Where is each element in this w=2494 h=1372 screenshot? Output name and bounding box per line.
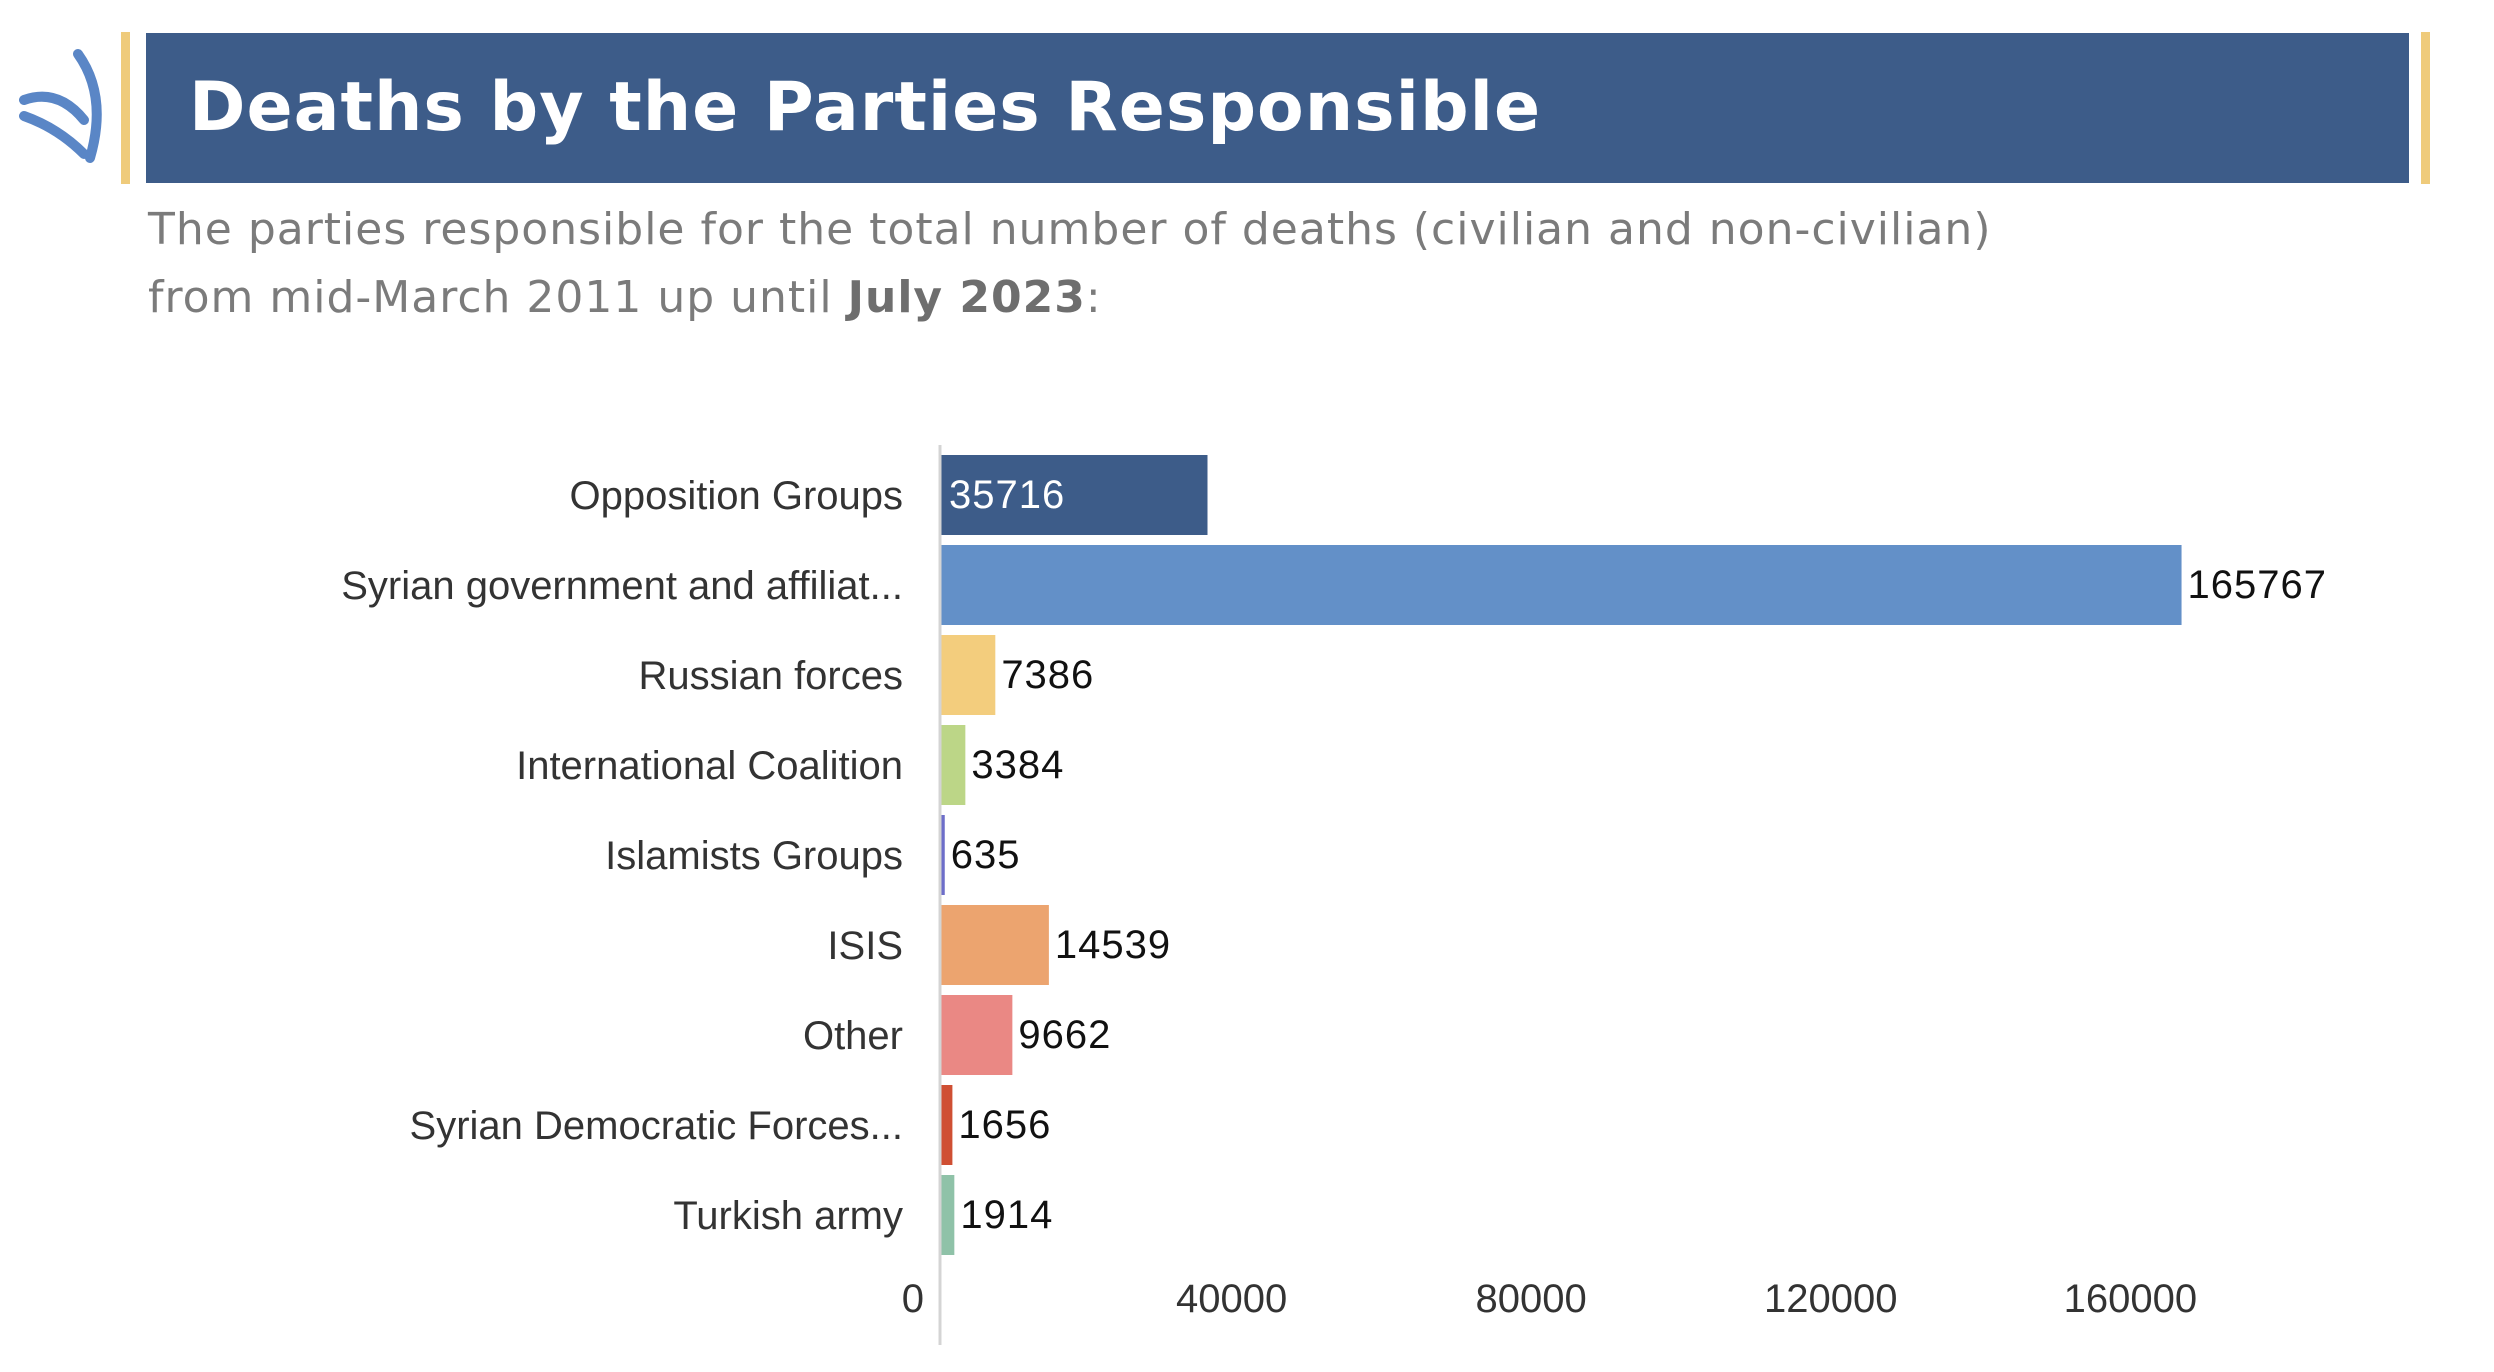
value-label-3: 7386 bbox=[1001, 653, 1094, 697]
bar-7 bbox=[940, 995, 1013, 1075]
category-label-9: Turkish army bbox=[673, 1194, 903, 1238]
category-label-7: Other bbox=[803, 1014, 903, 1058]
bar-1 bbox=[940, 455, 1208, 535]
category-label-4: International Coalition bbox=[516, 744, 903, 788]
category-label-1: Opposition Groups bbox=[569, 474, 903, 518]
category-label-5: Islamists Groups bbox=[605, 834, 903, 878]
accent-bar-left bbox=[121, 32, 130, 184]
bar-9 bbox=[940, 1175, 955, 1255]
x-tick-label-1: 0 bbox=[902, 1277, 924, 1321]
subtitle-line-2-prefix: from mid-March 2011 up until bbox=[148, 272, 848, 323]
accent-bar-right bbox=[2421, 32, 2430, 184]
category-label-2: Syrian government and affiliat... bbox=[341, 564, 903, 608]
bar-3 bbox=[940, 635, 996, 715]
subtitle-line-1: The parties responsible for the total nu… bbox=[148, 204, 1992, 255]
x-tick-label-2: 40000 bbox=[1176, 1277, 1287, 1321]
x-tick-label-3: 80000 bbox=[1476, 1277, 1587, 1321]
bar-6 bbox=[940, 905, 1049, 985]
value-label-5: 635 bbox=[951, 833, 1021, 877]
category-label-3: Russian forces bbox=[638, 654, 903, 698]
value-label-2: 165767 bbox=[2188, 563, 2327, 607]
chart-subtitle: The parties responsible for the total nu… bbox=[148, 196, 2248, 332]
subtitle-line-2-suffix: : bbox=[1085, 272, 1102, 323]
category-label-6: ISIS bbox=[827, 924, 903, 968]
value-label-6: 14539 bbox=[1055, 923, 1171, 967]
bar-8 bbox=[940, 1085, 953, 1165]
snhr-logo-icon bbox=[19, 49, 102, 163]
value-label-4: 3384 bbox=[971, 743, 1064, 787]
title-banner: Deaths by the Parties Responsible bbox=[146, 33, 2409, 183]
value-label-8: 1656 bbox=[958, 1103, 1051, 1147]
value-label-7: 9662 bbox=[1018, 1013, 1111, 1057]
category-label-8: Syrian Democratic Forces... bbox=[410, 1104, 903, 1148]
value-label-9: 1914 bbox=[960, 1193, 1053, 1237]
subtitle-date: July 2023 bbox=[847, 272, 1086, 323]
value-label-1: 35716 bbox=[949, 473, 1065, 517]
x-tick-label-5: 160000 bbox=[2064, 1277, 2197, 1321]
bar-5 bbox=[940, 815, 945, 895]
bar-4 bbox=[940, 725, 966, 805]
bar-2 bbox=[940, 545, 2182, 625]
x-tick-label-4: 120000 bbox=[1764, 1277, 1897, 1321]
page-title: Deaths by the Parties Responsible bbox=[189, 68, 1542, 147]
